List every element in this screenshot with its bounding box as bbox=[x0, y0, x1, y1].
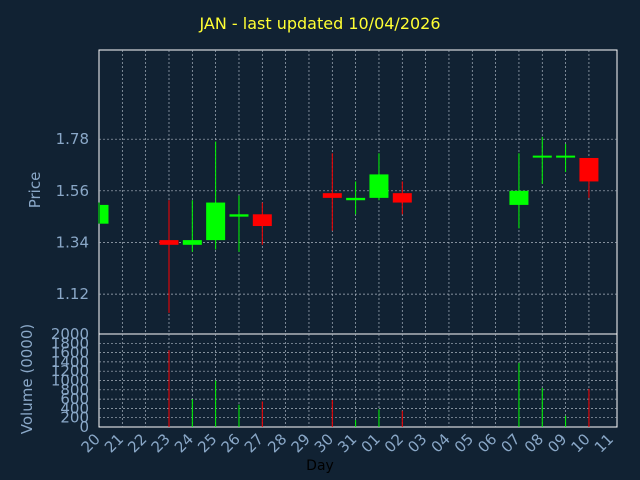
price-tick-label: 1.12 bbox=[56, 285, 89, 303]
x-tick-label: 03 bbox=[404, 430, 430, 456]
x-tick-label: 09 bbox=[544, 430, 570, 456]
volume-tick-label: 1600 bbox=[51, 344, 89, 362]
candle-body-up bbox=[229, 214, 249, 217]
candle-body-down bbox=[252, 214, 272, 227]
volume-tick-label: 1000 bbox=[51, 372, 89, 390]
volume-tick-label: 800 bbox=[60, 381, 89, 399]
candle-body-down bbox=[579, 157, 599, 182]
volume-tick-label: 2000 bbox=[51, 325, 89, 343]
price-tick-label: 1.34 bbox=[56, 233, 89, 251]
price-panel-frame bbox=[98, 49, 618, 335]
volume-tick-label: 200 bbox=[60, 409, 89, 427]
x-tick-label: 08 bbox=[521, 430, 547, 456]
x-axis-label: Day bbox=[306, 458, 334, 474]
candle-body-up bbox=[509, 190, 529, 205]
chart-title: JAN - last updated 10/04/2026 bbox=[199, 14, 441, 33]
x-tick-label: 29 bbox=[288, 430, 314, 456]
x-tick-label: 04 bbox=[428, 430, 454, 456]
x-tick-label: 11 bbox=[591, 430, 617, 456]
candle-body-down bbox=[159, 240, 179, 245]
x-tick-label: 24 bbox=[171, 430, 197, 456]
volume-tick-label: 1200 bbox=[51, 362, 89, 380]
x-tick-label: 05 bbox=[451, 430, 477, 456]
candle-body-up bbox=[532, 155, 552, 158]
x-tick-label: 26 bbox=[218, 430, 244, 456]
volume-tick-label: 0 bbox=[79, 418, 89, 436]
candle-body-down bbox=[392, 193, 412, 203]
x-tick-label: 23 bbox=[148, 430, 174, 456]
x-tick-label: 07 bbox=[498, 430, 524, 456]
candle-body-up bbox=[346, 197, 366, 201]
candle-body-up bbox=[206, 202, 226, 241]
volume-tick-label: 1400 bbox=[51, 353, 89, 371]
x-tick-label: 27 bbox=[241, 430, 267, 456]
x-tick-label: 31 bbox=[334, 430, 360, 456]
candle-body-down bbox=[322, 193, 342, 198]
candle-body-up bbox=[369, 174, 389, 198]
volume-tick-label: 600 bbox=[60, 390, 89, 408]
x-tick-label: 02 bbox=[381, 430, 407, 456]
x-tick-label: 25 bbox=[194, 430, 220, 456]
x-tick-label: 21 bbox=[101, 430, 127, 456]
price-tick-label: 1.78 bbox=[56, 130, 89, 148]
price-tick-label: 1.56 bbox=[56, 182, 89, 200]
x-tick-label: 30 bbox=[311, 430, 337, 456]
volume-tick-label: 1800 bbox=[51, 334, 89, 352]
candle-body-up bbox=[182, 240, 202, 245]
x-tick-label: 22 bbox=[124, 430, 150, 456]
x-tick-label: 10 bbox=[568, 430, 594, 456]
x-tick-label: 01 bbox=[358, 430, 384, 456]
x-tick-label: 28 bbox=[264, 430, 290, 456]
candle-body-up bbox=[556, 155, 576, 158]
volume-tick-label: 400 bbox=[60, 399, 89, 417]
x-tick-label: 06 bbox=[474, 430, 500, 456]
candle-body-up bbox=[100, 204, 109, 224]
